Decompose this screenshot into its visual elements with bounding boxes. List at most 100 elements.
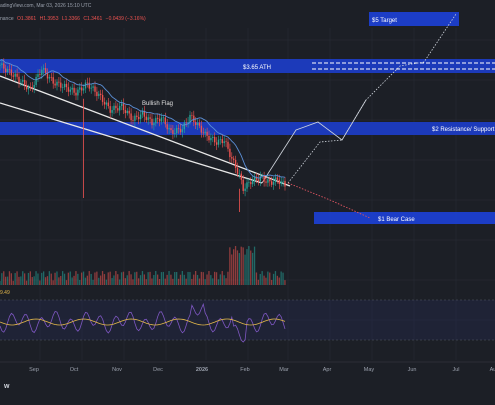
candle-body xyxy=(12,75,14,77)
candle-body xyxy=(149,117,151,119)
volume-bar xyxy=(81,272,83,285)
candle-body xyxy=(103,101,106,105)
volume-bar xyxy=(37,273,39,285)
volume-bar xyxy=(115,271,117,285)
volume-bar xyxy=(139,275,142,285)
x-tick-label: May xyxy=(364,367,375,373)
candle-body xyxy=(46,73,49,79)
volume-bar xyxy=(198,278,201,285)
flag-lower-line xyxy=(0,102,263,184)
volume-bar xyxy=(119,279,121,285)
volume-bar xyxy=(259,273,261,285)
volume-bar xyxy=(46,276,49,285)
volume-bar xyxy=(149,271,151,285)
candle-body xyxy=(187,122,189,123)
ohlc-change: −0.0439 (−3.16%) xyxy=(105,16,146,22)
candle-body xyxy=(48,77,51,79)
candle-body xyxy=(63,83,66,88)
candle-body xyxy=(96,91,98,96)
volume-bar xyxy=(35,271,37,285)
volume-bar xyxy=(250,250,252,285)
volume-bar xyxy=(138,278,140,285)
candle-body xyxy=(100,93,102,95)
bear-case-label: $1 Bear Case xyxy=(378,217,415,223)
volume-bar xyxy=(246,249,248,285)
candle-body xyxy=(162,117,165,119)
volume-bar xyxy=(98,277,100,285)
volume-bar xyxy=(88,271,90,285)
volume-bar xyxy=(206,274,208,285)
candle-body xyxy=(181,129,184,133)
candle-body xyxy=(143,110,146,117)
level-band-ath xyxy=(0,59,495,73)
volume-bar xyxy=(128,271,130,285)
volume-bar xyxy=(227,271,229,285)
candle-body xyxy=(198,122,201,126)
candle-body xyxy=(54,83,56,86)
volume-bar xyxy=(162,271,164,285)
volume-bar xyxy=(231,254,233,285)
volume-bar xyxy=(271,279,273,285)
candle-body xyxy=(56,81,58,86)
volume-bar xyxy=(82,271,85,285)
candle-body xyxy=(215,142,218,145)
candle-body xyxy=(29,86,32,88)
volume-bar xyxy=(39,280,41,285)
volume-bar xyxy=(151,278,153,285)
target-label: $5 Target xyxy=(372,18,397,24)
x-tick-label: 2026 xyxy=(196,367,208,373)
candle-body xyxy=(43,68,45,70)
candle-body xyxy=(282,180,284,182)
volume-bar xyxy=(126,275,128,285)
candle-body xyxy=(217,139,220,145)
volume-bar xyxy=(181,271,183,285)
volume-bar xyxy=(189,272,191,285)
volume-bar xyxy=(233,249,235,285)
candle-body xyxy=(160,117,163,122)
candle-body xyxy=(58,81,60,83)
volume-bar xyxy=(255,272,258,285)
candle-body xyxy=(242,179,244,191)
volume-bar xyxy=(16,271,18,285)
candle-body xyxy=(138,116,140,120)
candle-body xyxy=(168,128,170,130)
candle-body xyxy=(248,182,250,183)
volume-bar xyxy=(103,274,106,285)
volume-bar xyxy=(166,274,168,285)
candle-body xyxy=(52,77,54,84)
candle-body xyxy=(253,176,256,181)
candle-body xyxy=(284,180,286,187)
volume-bar xyxy=(282,272,284,285)
candle-body xyxy=(219,139,222,140)
candle-body xyxy=(278,179,280,185)
volume-bar xyxy=(160,272,163,285)
ohlc-high: H1.3953 xyxy=(39,16,59,22)
volume-bar xyxy=(100,275,102,285)
volume-bar xyxy=(105,279,107,285)
candle-body xyxy=(229,148,231,158)
volume-bar xyxy=(267,271,269,285)
ohlc-open: O1.3861 xyxy=(17,16,37,22)
candle-body xyxy=(157,117,159,119)
volume-bar xyxy=(6,276,9,285)
candle-body xyxy=(115,105,117,109)
volume-bar xyxy=(44,277,47,285)
volume-bar xyxy=(109,271,111,285)
candle-body xyxy=(111,110,113,113)
volume-bar xyxy=(124,278,126,285)
volume-bar xyxy=(43,271,45,285)
candle-body xyxy=(238,173,241,175)
volume-bar xyxy=(41,272,43,285)
volume-bar xyxy=(196,274,199,285)
candle-body xyxy=(62,87,64,88)
volume-bar xyxy=(236,250,239,285)
volume-bar xyxy=(25,280,28,285)
candle-body xyxy=(139,114,142,120)
candle-body xyxy=(206,131,208,136)
volume-bar xyxy=(107,272,109,285)
volume-bar xyxy=(132,279,134,285)
candle-body xyxy=(183,122,185,130)
candle-body xyxy=(210,137,212,141)
